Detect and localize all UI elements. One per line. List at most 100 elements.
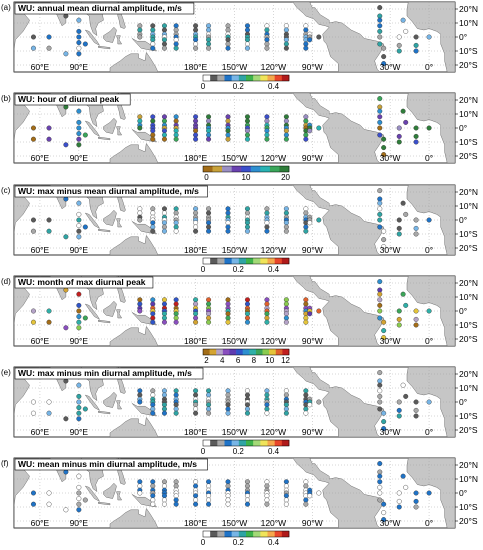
land-mass (103, 482, 117, 499)
mooring-marker (244, 406, 250, 412)
mooring-marker (76, 405, 82, 411)
mooring-marker (161, 37, 167, 43)
mooring-marker (303, 497, 309, 503)
mooring-marker (244, 41, 250, 47)
mooring-marker (303, 301, 309, 307)
colorbar-tick-label: 0.2 (233, 447, 245, 456)
mooring-marker (225, 483, 231, 489)
colorbar-tick-label: 0.4 (268, 538, 280, 547)
mooring-marker (173, 311, 179, 317)
mooring-marker (150, 301, 156, 307)
mooring-marker (264, 493, 270, 499)
mooring-marker (193, 206, 199, 212)
mooring-marker (244, 45, 250, 51)
mooring-marker (206, 297, 212, 303)
mooring-marker (377, 206, 383, 212)
mooring-marker (225, 311, 231, 317)
mooring-marker (76, 484, 82, 490)
colorbar-swatch (222, 349, 230, 355)
land-mass (109, 51, 159, 72)
mooring-marker (377, 287, 383, 293)
mooring-marker (283, 311, 289, 317)
mooring-marker (76, 28, 82, 34)
mooring-marker (76, 399, 82, 405)
mooring-marker (82, 406, 88, 412)
mooring-marker (161, 27, 167, 33)
colorbar-swatch (281, 75, 290, 81)
mooring-marker (225, 315, 231, 321)
mooring-marker (283, 118, 289, 124)
mooring-marker (161, 406, 167, 412)
lon-tick-label: 120°W (261, 518, 287, 528)
mooring-marker (264, 479, 270, 485)
mooring-marker (244, 118, 250, 124)
mooring-marker (381, 426, 387, 432)
mooring-marker (173, 210, 179, 216)
colorbar-swatch (282, 349, 290, 355)
mooring-marker (161, 128, 167, 134)
mooring-marker (206, 392, 212, 398)
colorbar-swatch (231, 258, 240, 264)
mooring-marker (206, 41, 212, 47)
colorbar-frame (202, 165, 290, 173)
colorbar-swatch (224, 75, 232, 81)
mooring-marker (283, 493, 289, 499)
mooring-marker (377, 479, 383, 485)
land-mass (84, 29, 101, 47)
mooring-marker (264, 132, 270, 138)
colorbar-swatch (216, 349, 224, 355)
lon-tick-label: 120°W (261, 245, 287, 255)
lon-tick-label: 120°W (261, 427, 287, 437)
mooring-marker (381, 244, 387, 250)
mooring-marker (225, 388, 231, 394)
colorbar-swatch (281, 531, 290, 537)
mooring-marker (413, 42, 419, 48)
lon-tick-label: 150°W (222, 245, 248, 255)
mooring-marker (377, 315, 383, 321)
mooring-marker (316, 34, 322, 40)
mooring-marker (403, 484, 409, 490)
mooring-marker (377, 406, 383, 412)
mooring-marker (173, 23, 179, 29)
colorbar-swatch (217, 531, 225, 537)
lon-tick-label: 180°E (184, 336, 208, 346)
lat-tick-label: 20°S (459, 425, 478, 435)
lat-tick-label: 10°S (459, 320, 478, 330)
lon-tick-label: 0° (425, 336, 433, 346)
mooring-marker (283, 23, 289, 29)
mooring-marker (173, 388, 179, 394)
mooring-marker (283, 315, 289, 321)
mooring-marker (76, 382, 82, 388)
land-mass (109, 325, 159, 346)
mooring-marker (283, 501, 289, 507)
mooring-marker (381, 501, 387, 507)
mooring-marker (206, 27, 212, 33)
mooring-marker (206, 114, 212, 120)
mooring-marker (76, 17, 82, 23)
mooring-marker (264, 483, 270, 489)
lon-tick-label: 30°W (380, 336, 401, 346)
mooring-marker (377, 490, 383, 496)
mooring-marker (283, 319, 289, 325)
lat-tick-label: 20°N (459, 95, 478, 105)
mooring-marker (264, 297, 270, 303)
mooring-marker (264, 37, 270, 43)
mooring-marker (161, 388, 167, 394)
lon-tick-label: 150°W (222, 427, 248, 437)
mooring-marker (206, 132, 212, 138)
mooring-marker (403, 211, 409, 217)
mooring-marker (264, 388, 270, 394)
colorbar-swatch (246, 531, 254, 537)
colorbar-swatch (238, 258, 247, 264)
mooring-marker (396, 225, 402, 231)
colorbar-swatch (217, 75, 225, 81)
mooring-marker (63, 13, 69, 19)
mooring-marker (63, 469, 69, 475)
mooring-marker (206, 118, 212, 124)
lon-tick-label: 90°E (70, 336, 89, 346)
mooring-marker (150, 497, 156, 503)
mooring-marker (173, 114, 179, 120)
mooring-marker (193, 136, 199, 142)
lon-tick-label: 30°W (380, 245, 401, 255)
